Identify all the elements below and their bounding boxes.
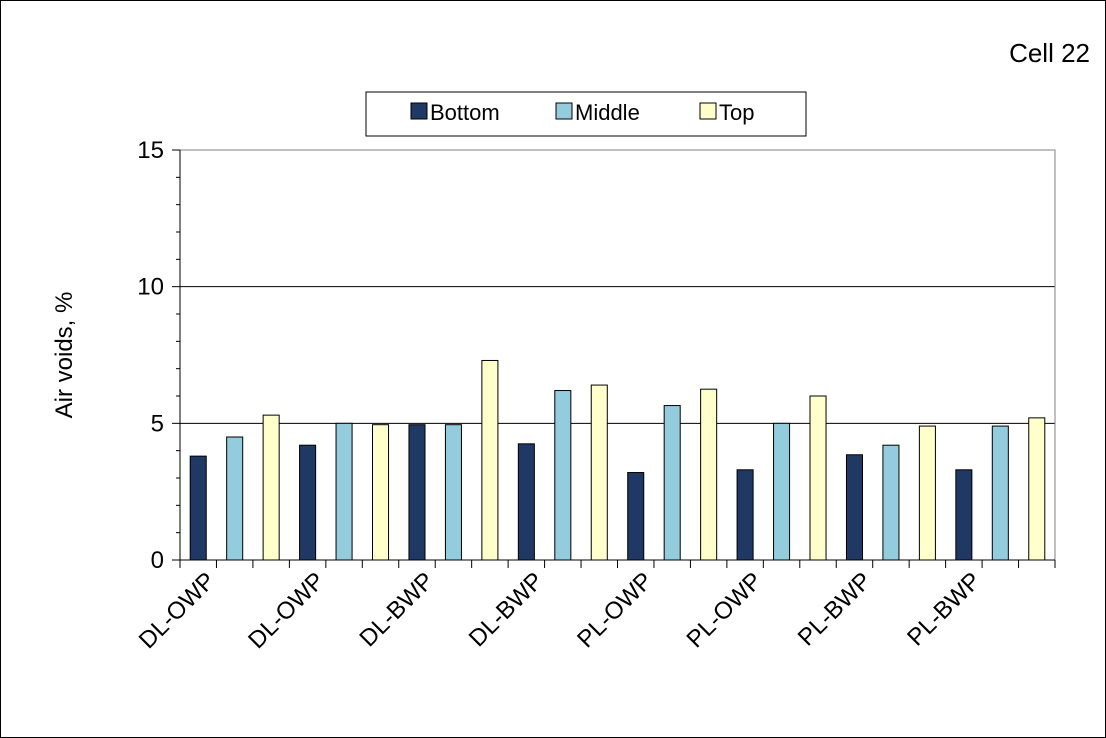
bar-top xyxy=(262,414,280,561)
bar-middle xyxy=(773,422,791,561)
legend-box xyxy=(365,91,807,137)
y-tick-label: 5 xyxy=(151,410,164,437)
x-tick-label: PL-OWP xyxy=(572,567,658,653)
bar-top xyxy=(372,424,390,561)
y-tick-label: 0 xyxy=(151,547,164,574)
bar-bottom xyxy=(408,424,426,561)
y-axis-ticks: 0 5 10 15 xyxy=(137,137,180,574)
legend-label-bottom: Bottom xyxy=(430,100,500,125)
bar-middle xyxy=(226,436,244,561)
bar-middle xyxy=(554,390,572,561)
bar-middle xyxy=(335,422,353,561)
bar-middle xyxy=(444,424,462,561)
bar-bottom xyxy=(189,455,207,561)
x-tick-label: DL-OWP xyxy=(243,567,330,654)
bar-middle xyxy=(663,405,681,561)
x-tick-label: DL-BWP xyxy=(354,567,439,652)
bar-middle xyxy=(882,444,900,561)
x-axis-labels: DL-OWP DL-OWP DL-BWP DL-BWP PL-OWP PL-OWP PL-B… xyxy=(134,567,987,654)
x-tick-label: DL-BWP xyxy=(464,567,549,652)
bar-bottom xyxy=(299,444,317,561)
legend-label-middle: Middle xyxy=(575,100,640,125)
bar-top xyxy=(918,425,936,561)
bar-top xyxy=(809,395,827,561)
legend-swatch-bottom xyxy=(410,102,428,120)
legend-swatch-middle xyxy=(555,102,573,120)
x-tick-label: PL-OWP xyxy=(682,567,768,653)
bar-bottom xyxy=(736,469,754,561)
x-tick-label: PL-BWP xyxy=(902,567,986,651)
bar-top xyxy=(481,359,499,561)
y-tick-label: 10 xyxy=(137,274,164,301)
x-tick-label: PL-BWP xyxy=(793,567,877,651)
bar-top xyxy=(1028,417,1046,561)
bar-top xyxy=(590,384,608,561)
chart-title: Cell 22 xyxy=(1009,38,1090,68)
legend-swatch-top xyxy=(699,102,717,120)
x-tick-label: DL-OWP xyxy=(134,567,221,654)
bar-bottom xyxy=(845,454,863,561)
x-axis-ticks xyxy=(179,560,1056,568)
bar-middle xyxy=(991,425,1009,561)
y-axis-title: Air voids, % xyxy=(51,292,78,419)
y-tick-label: 15 xyxy=(137,137,164,164)
legend-label-top: Top xyxy=(719,100,754,125)
bar-bottom xyxy=(517,443,535,561)
bar-bottom xyxy=(955,469,973,561)
legend: Bottom Middle Top xyxy=(365,91,807,137)
bars xyxy=(189,359,1046,561)
gridlines xyxy=(180,149,1055,424)
bar-bottom xyxy=(627,472,645,561)
bar-top xyxy=(700,388,718,561)
